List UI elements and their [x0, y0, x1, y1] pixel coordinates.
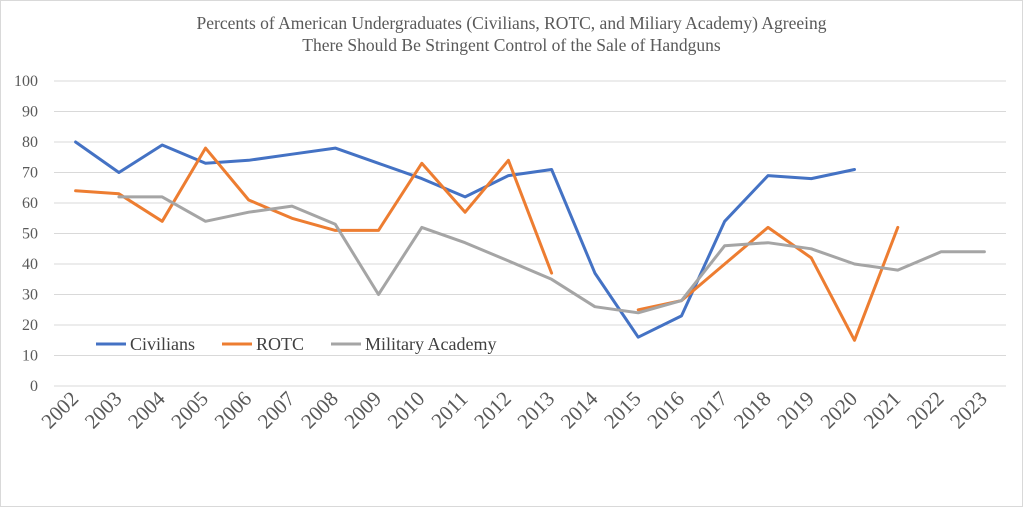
x-tick-label: 2003 — [80, 387, 127, 434]
legend-label-0: Civilians — [130, 334, 195, 354]
series-line-2 — [117, 195, 986, 315]
gridlines — [54, 80, 1006, 387]
legend: Civilians ROTC Military Academy — [96, 334, 496, 354]
x-tick-label: 2011 — [426, 387, 472, 433]
legend-label-2: Military Academy — [365, 334, 496, 354]
x-tick-label: 2013 — [513, 387, 560, 434]
chart-title: Percents of American Undergraduates (Civ… — [196, 13, 827, 33]
x-tick-label: 2018 — [729, 387, 776, 434]
y-tick-label: 0 — [30, 378, 38, 395]
chart-title-block: Percents of American Undergraduates (Civ… — [0, 12, 1023, 56]
y-tick-label: 80 — [22, 134, 38, 151]
x-tick-label: 2009 — [339, 387, 386, 434]
x-tick-label: 2021 — [859, 387, 906, 434]
x-tick-label: 2020 — [815, 387, 862, 434]
y-tick-label: 20 — [22, 317, 38, 334]
y-tick-label: 40 — [22, 256, 38, 273]
x-tick-label: 2019 — [772, 387, 819, 434]
x-tick-label: 2023 — [945, 387, 992, 434]
x-tick-label: 2014 — [556, 386, 603, 433]
series-line-0 — [74, 140, 856, 339]
legend-label-1: ROTC — [256, 334, 304, 354]
y-tick-label: 90 — [22, 104, 38, 121]
x-tick-label: 2005 — [166, 387, 213, 434]
y-tick-label: 60 — [22, 195, 38, 212]
x-tick-label: 2006 — [210, 387, 257, 434]
y-axis-ticks: 0 10 20 30 40 50 60 70 80 90 100 — [14, 73, 38, 395]
x-tick-label: 2008 — [296, 387, 343, 434]
chart-subtitle: There Should Be Stringent Control of the… — [302, 35, 721, 55]
x-tick-label: 2002 — [37, 387, 84, 434]
x-tick-label: 2022 — [902, 387, 949, 434]
x-tick-label: 2017 — [686, 387, 733, 434]
x-tick-label: 2010 — [383, 387, 430, 434]
y-tick-label: 100 — [14, 73, 38, 90]
y-tick-label: 70 — [22, 165, 38, 182]
x-tick-label: 2015 — [599, 387, 646, 434]
x-axis-ticks: 2002200320042005200620072008200920102011… — [37, 386, 992, 433]
y-tick-label: 10 — [22, 348, 38, 365]
x-tick-label: 2016 — [642, 387, 689, 434]
y-tick-label: 50 — [22, 226, 38, 243]
x-tick-label: 2012 — [469, 387, 516, 434]
y-tick-label: 30 — [22, 287, 38, 304]
x-tick-label: 2004 — [123, 386, 170, 433]
series-lines — [74, 140, 986, 342]
x-tick-label: 2007 — [253, 387, 300, 434]
